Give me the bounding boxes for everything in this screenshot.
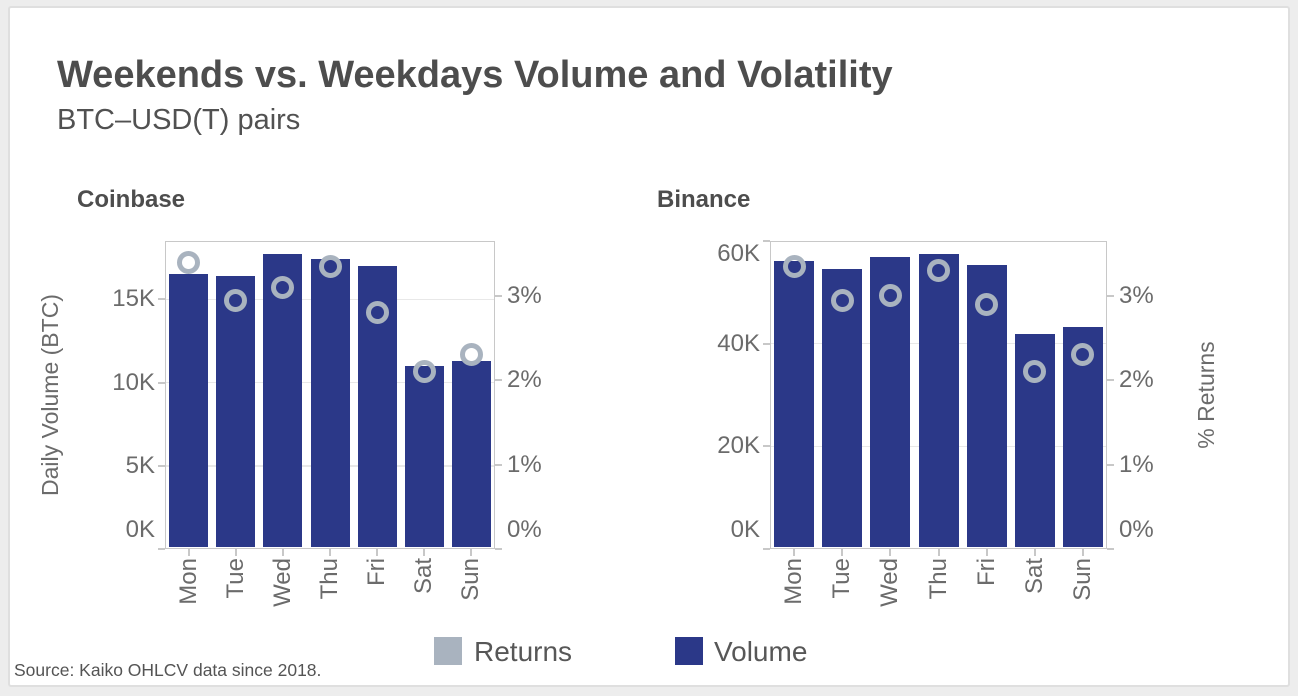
x-axis-tick <box>1033 549 1036 556</box>
point-returns-fri <box>975 292 999 316</box>
y-tick-label-right: 3% <box>1119 281 1154 309</box>
x-tick-label: Fri <box>363 558 391 586</box>
panel-title-coinbase: Coinbase <box>77 186 186 213</box>
x-axis-tick <box>841 549 844 556</box>
y-tick-label-left: 20K <box>717 432 760 460</box>
chart-subtitle: BTC–USD(T) pairs <box>57 104 301 136</box>
plot-area <box>770 241 1107 549</box>
y-tick-label-right: 2% <box>1119 366 1154 394</box>
point-returns-sat <box>1023 360 1047 384</box>
x-axis-tick <box>281 549 284 556</box>
y-tick-label-left: 5K <box>125 451 155 479</box>
legend-swatch-volume <box>675 637 703 665</box>
x-tick-label: Thu <box>316 558 343 600</box>
y-tick-label-right: 3% <box>507 281 542 309</box>
y-tick-label-right: 1% <box>1119 450 1154 478</box>
point-returns-thu <box>318 254 342 278</box>
y-tick-label-right: 0% <box>507 516 542 543</box>
point-returns-sun <box>1071 343 1095 367</box>
point-returns-mon <box>782 254 806 278</box>
y-axis-tick-left <box>763 445 770 448</box>
x-axis-tick <box>187 549 190 556</box>
x-tick-label: Mon <box>780 558 808 605</box>
point-returns-tue <box>224 288 248 312</box>
plot-area <box>165 241 495 549</box>
y-tick-label-left: 40K <box>717 329 760 357</box>
x-axis-tick <box>985 549 988 556</box>
bar-volume-mon <box>774 260 815 548</box>
x-axis-tick <box>1081 549 1084 556</box>
y-axis-tick-left <box>158 381 165 384</box>
chart-title: Weekends vs. Weekdays Volume and Volatil… <box>57 54 893 96</box>
x-axis-tick <box>793 549 796 556</box>
bar-volume-tue <box>216 275 256 548</box>
x-tick-label: Mon <box>174 558 202 605</box>
y-tick-label-left: 0K <box>730 516 760 543</box>
legend-label-returns: Returns <box>474 636 573 667</box>
y-axis-tick-left <box>158 548 165 550</box>
x-tick-label: Sun <box>1068 558 1096 601</box>
legend-swatch-returns <box>434 637 462 665</box>
point-returns-sat <box>412 360 436 384</box>
point-returns-wed <box>878 284 902 308</box>
bar-volume-sun <box>451 360 491 548</box>
y-tick-label-right: 2% <box>507 366 542 394</box>
point-returns-mon <box>177 250 201 274</box>
y-axis-title-right: % Returns <box>1193 341 1219 449</box>
x-axis-tick <box>423 549 426 556</box>
point-returns-sun <box>459 343 483 367</box>
y-axis-tick-left <box>158 298 165 301</box>
chart-card: Weekends vs. Weekdays Volume and Volatil… <box>8 6 1290 687</box>
legend-label-volume: Volume <box>714 636 808 667</box>
y-axis-tick-right <box>1107 379 1114 382</box>
y-tick-label-left: 0K <box>125 516 155 543</box>
y-tick-label-right: 1% <box>507 450 542 478</box>
point-returns-thu <box>927 259 950 283</box>
y-axis-tick-left <box>158 464 165 467</box>
x-axis-tick <box>470 549 473 556</box>
y-axis-tick-right <box>495 294 502 297</box>
y-axis-tick-right <box>495 379 502 382</box>
bar-volume-tue <box>822 269 863 548</box>
x-tick-label: Tue <box>828 558 856 599</box>
y-axis-tick-left <box>763 240 770 242</box>
point-returns-fri <box>365 301 389 325</box>
bar-volume-mon <box>169 274 209 548</box>
x-axis-tick <box>376 549 379 556</box>
point-returns-tue <box>830 288 854 312</box>
y-tick-label-left: 15K <box>112 285 155 313</box>
y-tick-label-left: 60K <box>717 240 760 267</box>
x-tick-label: Sat <box>1020 558 1048 595</box>
x-tick-label: Tue <box>221 558 249 599</box>
y-axis-tick-right <box>1107 463 1114 466</box>
x-tick-label: Wed <box>876 558 904 607</box>
x-tick-label: Fri <box>972 558 1000 586</box>
x-tick-label: Wed <box>268 558 296 607</box>
x-axis-tick <box>329 549 331 556</box>
y-axis-tick-left <box>763 342 770 345</box>
point-returns-wed <box>271 275 295 299</box>
bar-volume-wed <box>263 254 303 548</box>
source-note: Source: Kaiko OHLCV data since 2018. <box>14 660 322 680</box>
y-axis-tick-right <box>495 548 502 550</box>
y-axis-title-left: Daily Volume (BTC) <box>37 294 63 496</box>
x-tick-label: Sat <box>410 558 438 595</box>
x-axis-tick <box>937 549 940 556</box>
bar-volume-sat <box>404 365 444 548</box>
bar-volume-thu <box>918 254 959 548</box>
y-tick-label-right: 0% <box>1119 516 1154 543</box>
y-tick-label-left: 10K <box>112 368 155 396</box>
x-tick-label: Sun <box>457 558 485 601</box>
x-tick-label: Thu <box>924 558 952 600</box>
bar-volume-thu <box>310 259 350 548</box>
y-axis-tick-left <box>763 548 770 550</box>
y-axis-tick-right <box>1107 294 1114 297</box>
x-axis-tick <box>234 549 237 556</box>
panel-title-binance: Binance <box>657 186 751 213</box>
y-axis-tick-right <box>495 463 502 466</box>
x-axis-tick <box>889 549 892 556</box>
y-axis-tick-right <box>1107 548 1114 550</box>
